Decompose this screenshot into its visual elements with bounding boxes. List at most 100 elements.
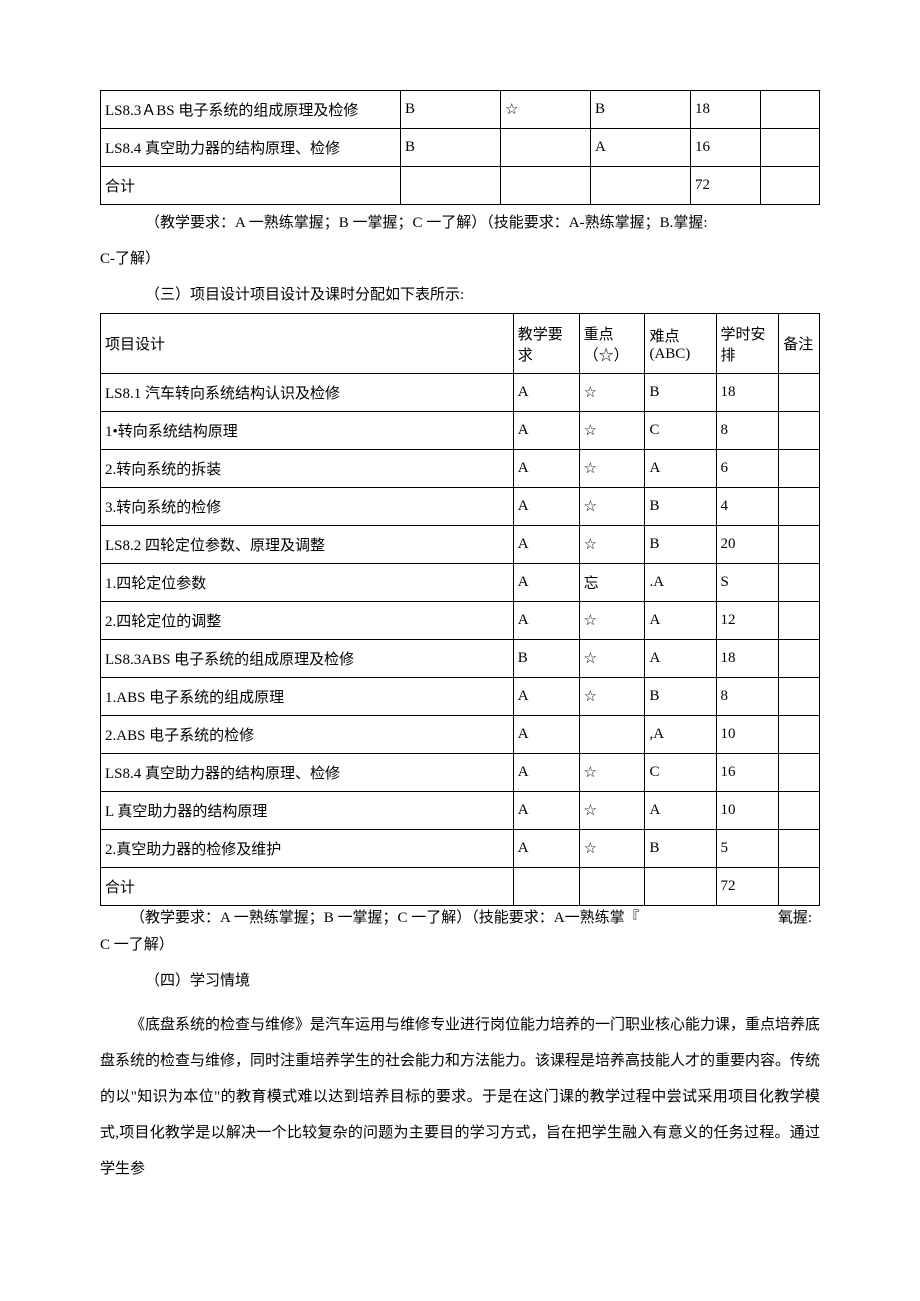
cell: B	[645, 678, 716, 716]
cell: B	[645, 374, 716, 412]
cell: A	[513, 830, 579, 868]
cell	[779, 716, 820, 754]
cell: LS8.3ＡBS 电子系统的组成原理及检修	[101, 91, 401, 129]
col-header: 难点(ABC)	[645, 314, 716, 374]
cell: ☆	[579, 792, 645, 830]
cell: ☆	[579, 488, 645, 526]
cell: B	[401, 129, 501, 167]
cell: L 真空助力器的结构原理	[101, 792, 514, 830]
table-row: 2.ABS 电子系统的检修A ,A10	[101, 716, 820, 754]
cell: 12	[716, 602, 779, 640]
cell: ☆	[579, 754, 645, 792]
cell: A	[513, 602, 579, 640]
cell	[501, 129, 591, 167]
cell: LS8.1 汽车转向系统结构认识及检修	[101, 374, 514, 412]
cell: 6	[716, 450, 779, 488]
cell: 2.转向系统的拆装	[101, 450, 514, 488]
cell	[513, 868, 579, 906]
table-row: LS8.3ＡBS 电子系统的组成原理及检修 B ☆ B 18	[101, 91, 820, 129]
note-1-line-2: C-了解）	[100, 241, 820, 277]
cell	[761, 167, 820, 205]
cell	[401, 167, 501, 205]
cell: 16	[691, 129, 761, 167]
cell	[779, 868, 820, 906]
cell: 1.ABS 电子系统的组成原理	[101, 678, 514, 716]
cell: A	[513, 754, 579, 792]
table-2: 项目设计 教学要求 重点（☆） 难点(ABC) 学时安排 备注 LS8.1 汽车…	[100, 313, 820, 906]
table-row: 1.ABS 电子系统的组成原理A☆B8	[101, 678, 820, 716]
table-row: 2.转向系统的拆装A☆A6	[101, 450, 820, 488]
section-3-heading: （三）项目设计项目设计及课时分配如下表所示:	[100, 277, 820, 313]
table-row: 2.真空助力器的检修及维护A☆B5	[101, 830, 820, 868]
note-2-line-2: C 一了解）	[100, 927, 820, 963]
cell: A	[513, 716, 579, 754]
cell: .A	[645, 564, 716, 602]
cell: ,A	[645, 716, 716, 754]
table-row: LS8.1 汽车转向系统结构认识及检修A☆B18	[101, 374, 820, 412]
cell: LS8.3ABS 电子系统的组成原理及检修	[101, 640, 514, 678]
cell: ☆	[579, 602, 645, 640]
cell: 2.真空助力器的检修及维护	[101, 830, 514, 868]
cell: A	[513, 412, 579, 450]
cell: 18	[716, 640, 779, 678]
table-row: 2.四轮定位的调整A☆A12	[101, 602, 820, 640]
cell: A	[513, 374, 579, 412]
cell	[779, 488, 820, 526]
cell: A	[645, 602, 716, 640]
cell	[779, 564, 820, 602]
table-row: 合计 72	[101, 868, 820, 906]
cell: 10	[716, 792, 779, 830]
cell	[779, 450, 820, 488]
cell: A	[513, 488, 579, 526]
cell: ☆	[579, 374, 645, 412]
cell: 1.四轮定位参数	[101, 564, 514, 602]
col-header: 学时安排	[716, 314, 779, 374]
cell	[779, 412, 820, 450]
note-2-left: （教学要求：A 一熟练掌握；B 一掌握；C 一了解）（技能要求：A一熟练掌『	[100, 906, 758, 927]
cell: 72	[716, 868, 779, 906]
cell: A	[513, 678, 579, 716]
table-row: 合计 72	[101, 167, 820, 205]
cell: 10	[716, 716, 779, 754]
cell: 合计	[101, 167, 401, 205]
cell	[779, 792, 820, 830]
col-header: 备注	[779, 314, 820, 374]
cell: A	[645, 640, 716, 678]
table-1: LS8.3ＡBS 电子系统的组成原理及检修 B ☆ B 18 LS8.4 真空助…	[100, 90, 820, 205]
table-row: LS8.3ABS 电子系统的组成原理及检修B☆A18	[101, 640, 820, 678]
cell	[779, 640, 820, 678]
cell: 忘	[579, 564, 645, 602]
cell	[779, 374, 820, 412]
cell: A	[513, 450, 579, 488]
cell: ☆	[579, 526, 645, 564]
cell: LS8.4 真空助力器的结构原理、检修	[101, 754, 514, 792]
col-header: 项目设计	[101, 314, 514, 374]
table-header-row: 项目设计 教学要求 重点（☆） 难点(ABC) 学时安排 备注	[101, 314, 820, 374]
cell: 合计	[101, 868, 514, 906]
note-2-right: 氧握:	[758, 906, 820, 927]
cell: 72	[691, 167, 761, 205]
cell	[779, 526, 820, 564]
section-4-heading: （四）学习情境	[100, 963, 820, 999]
table-row: 3.转向系统的检修A☆B4	[101, 488, 820, 526]
table-row: 1•转向系统结构原理A☆C8	[101, 412, 820, 450]
cell	[779, 754, 820, 792]
cell: 1•转向系统结构原理	[101, 412, 514, 450]
cell: A	[513, 526, 579, 564]
cell: B	[645, 830, 716, 868]
cell	[779, 678, 820, 716]
cell: ☆	[579, 640, 645, 678]
cell: C	[645, 754, 716, 792]
body-paragraph: 《底盘系统的检查与维修》是汽车运用与维修专业进行岗位能力培养的一门职业核心能力课…	[100, 1007, 820, 1187]
cell: ☆	[579, 678, 645, 716]
cell	[645, 868, 716, 906]
cell	[761, 91, 820, 129]
cell: 3.转向系统的检修	[101, 488, 514, 526]
cell: LS8.4 真空助力器的结构原理、检修	[101, 129, 401, 167]
cell: B	[591, 91, 691, 129]
cell: 18	[716, 374, 779, 412]
cell	[761, 129, 820, 167]
cell: 2.ABS 电子系统的检修	[101, 716, 514, 754]
cell: C	[645, 412, 716, 450]
note-1-line-1: （教学要求：A 一熟练掌握；B 一掌握；C 一了解）（技能要求：A-熟练掌握；B…	[100, 205, 820, 241]
